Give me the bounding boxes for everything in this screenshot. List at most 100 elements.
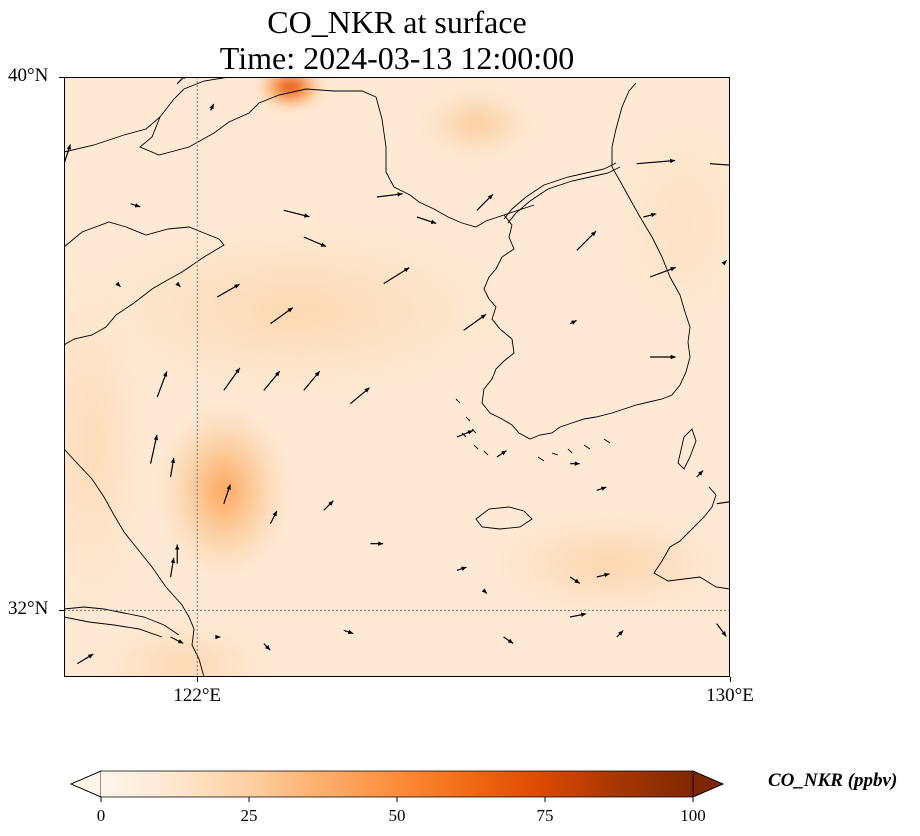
lon-tick-mark (197, 677, 199, 682)
wind-arrow (416, 216, 437, 224)
colorbar-tick-label: 0 (96, 806, 106, 825)
coastline-tsushima (677, 428, 697, 470)
wind-arrow (481, 588, 488, 594)
wind-arrow (175, 544, 180, 564)
wind-arrow (463, 313, 487, 331)
colorbar-tick-label: 25 (240, 806, 258, 825)
map-border (64, 77, 730, 677)
wind-arrow (696, 470, 704, 478)
colorbar-label: CO_NKR (ppbv) (768, 770, 898, 791)
colorbar-outline (69, 770, 725, 798)
gridlines (64, 77, 730, 677)
wind-arrow (636, 158, 676, 165)
wind-arrow (115, 281, 121, 288)
lon-tick-mark (730, 677, 731, 682)
island-cluster-west (455, 398, 489, 456)
coastline-kyushu (653, 486, 730, 590)
field-hotspot (167, 655, 200, 672)
wind-arrow (77, 653, 94, 665)
colorbar-extend-min (69, 770, 102, 798)
wind-arrow (376, 192, 403, 198)
field-hotspot (257, 294, 338, 327)
wind-arrow (569, 576, 581, 584)
colorbar-tick-label: 75 (536, 806, 554, 825)
lat-tick-label: 40°N (8, 65, 49, 86)
wind-arrow (270, 307, 294, 325)
colorbar-gradient (101, 771, 693, 797)
wind-arrow (370, 541, 384, 546)
wind-arrow (170, 636, 184, 644)
wind-arrow (456, 566, 467, 571)
wind-arrow (169, 557, 176, 578)
wind-arrow (283, 209, 310, 218)
coastlines (64, 77, 730, 677)
map-panel (64, 77, 730, 677)
concentration-field (64, 77, 730, 677)
colorbar-extend-max (692, 770, 725, 798)
wind-arrow (209, 103, 215, 111)
plot-title: CO_NKR at surface (267, 4, 527, 40)
wind-arrow (503, 636, 514, 644)
field-hotspot (211, 474, 236, 507)
wind-arrow (215, 634, 221, 640)
coastline-korea-west (481, 82, 691, 440)
wind-arrow (343, 629, 354, 635)
lat-tick-mark (59, 77, 64, 78)
wind-arrow (496, 450, 507, 458)
wind-arrow (616, 630, 624, 638)
wind-arrow (570, 461, 580, 466)
coastline-jeju (475, 506, 533, 530)
wind-arrow (650, 354, 676, 360)
field-hotspot (588, 554, 632, 573)
wind-arrow (216, 283, 240, 298)
map-canvas (64, 77, 730, 677)
field-hotspot (466, 117, 488, 131)
lat-tick-label: 32°N (8, 598, 49, 620)
field-hotspot (284, 83, 297, 91)
wind-arrow (476, 193, 494, 211)
coastline-jiangsu (64, 448, 205, 677)
wind-arrow (223, 367, 241, 391)
wind-arrow (576, 230, 597, 251)
wind-arrow (263, 643, 271, 651)
lon-tick-label: 122°E (173, 685, 222, 706)
coastline-liaodong (64, 77, 377, 156)
wind-arrow (269, 510, 278, 524)
coastline-shandong (64, 221, 225, 346)
wind-arrow (349, 387, 370, 405)
plot-subtitle-time: Time: 2024-03-13 12:00:00 (219, 40, 575, 76)
wind-arrow (64, 144, 71, 164)
wind-arrow (716, 501, 730, 505)
lat-tick-mark (59, 610, 64, 612)
field-hotspot (79, 410, 102, 477)
wind-arrow (649, 266, 676, 278)
island-cluster-south (537, 438, 611, 462)
wind-arrow (169, 457, 176, 478)
wind-arrow (263, 370, 281, 391)
wind-arrow (303, 370, 321, 391)
wind-arrow (383, 267, 410, 285)
wind-arrow (721, 260, 727, 266)
wind-arrow (716, 623, 727, 637)
wind-arrow (456, 430, 474, 438)
border-line-a (503, 162, 617, 220)
wind-arrow (709, 163, 730, 166)
wind-arrow (130, 203, 141, 208)
wind-arrow (223, 484, 231, 504)
wind-arrow (596, 486, 607, 491)
field-hotspot (670, 203, 697, 244)
wind-arrow (596, 572, 610, 578)
coastline-yangtze (64, 606, 180, 638)
wind-arrow (570, 612, 587, 618)
colorbar-tick-label: 50 (388, 806, 406, 825)
wind-arrow (149, 434, 159, 464)
wind-arrow (643, 212, 657, 218)
coastline-liaodong-peninsula (375, 96, 535, 228)
wind-arrow (303, 236, 327, 248)
wind-arrow (156, 371, 168, 398)
colorbar-tick-label: 100 (680, 806, 706, 825)
border-line-b (507, 166, 621, 224)
wind-vectors (64, 77, 730, 677)
lon-tick-label: 130°E (706, 685, 754, 706)
wind-arrow (569, 319, 577, 325)
